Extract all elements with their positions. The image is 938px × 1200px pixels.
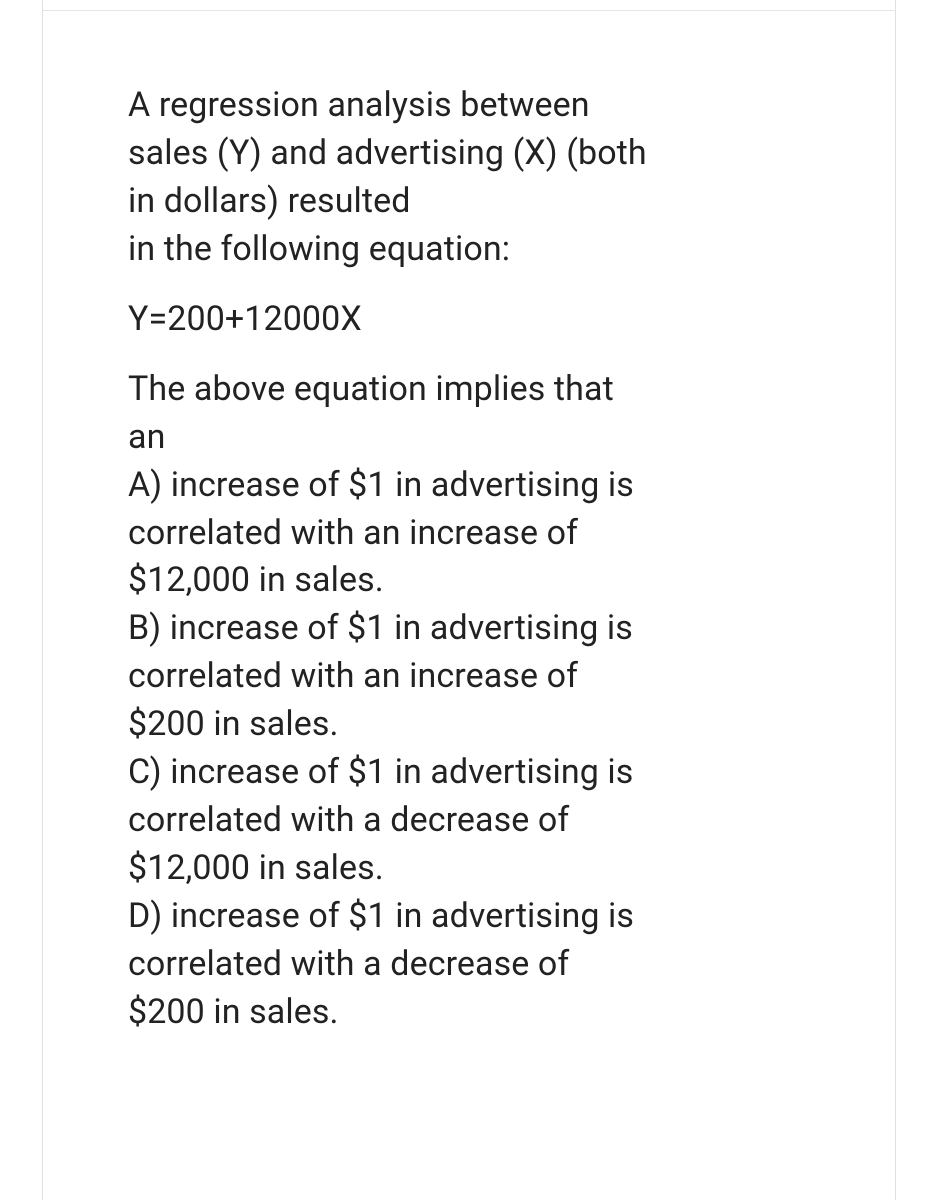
option-d-line2: correlated with a decrease of [128,944,569,984]
prompt-line1: The above equation implies that [128,369,614,409]
option-d-line1: D) increase of $1 in advertising is [128,896,634,936]
top-divider [42,10,896,11]
option-a-line3: $12,000 in sales. [128,560,384,600]
question-intro: A regression analysis between sales (Y) … [128,82,818,274]
intro-text-line1: A regression analysis between [128,85,590,125]
option-a-line2: correlated with an increase of [128,513,578,553]
equation-text: Y=200+12000X [128,296,818,344]
intro-text-line4: in the following equation: [128,229,510,269]
option-c-line2: correlated with a decrease of [128,800,569,840]
intro-text-line3: in dollars) resulted [128,181,411,221]
option-b-line3: $200 in sales. [128,704,339,744]
option-d-line3: $200 in sales. [128,992,339,1032]
question-content: A regression analysis between sales (Y) … [128,82,818,1037]
question-body: The above equation implies that an A) in… [128,366,818,1037]
option-b-line1: B) increase of $1 in advertising is [128,608,633,648]
option-a-line1: A) increase of $1 in advertising is [128,465,634,505]
option-b-line2: correlated with an increase of [128,656,578,696]
prompt-line2: an [128,417,165,457]
option-c-line1: C) increase of $1 in advertising is [128,752,633,792]
option-c-line3: $12,000 in sales. [128,848,384,888]
intro-text-line2: sales (Y) and advertising (X) (both [128,133,647,173]
